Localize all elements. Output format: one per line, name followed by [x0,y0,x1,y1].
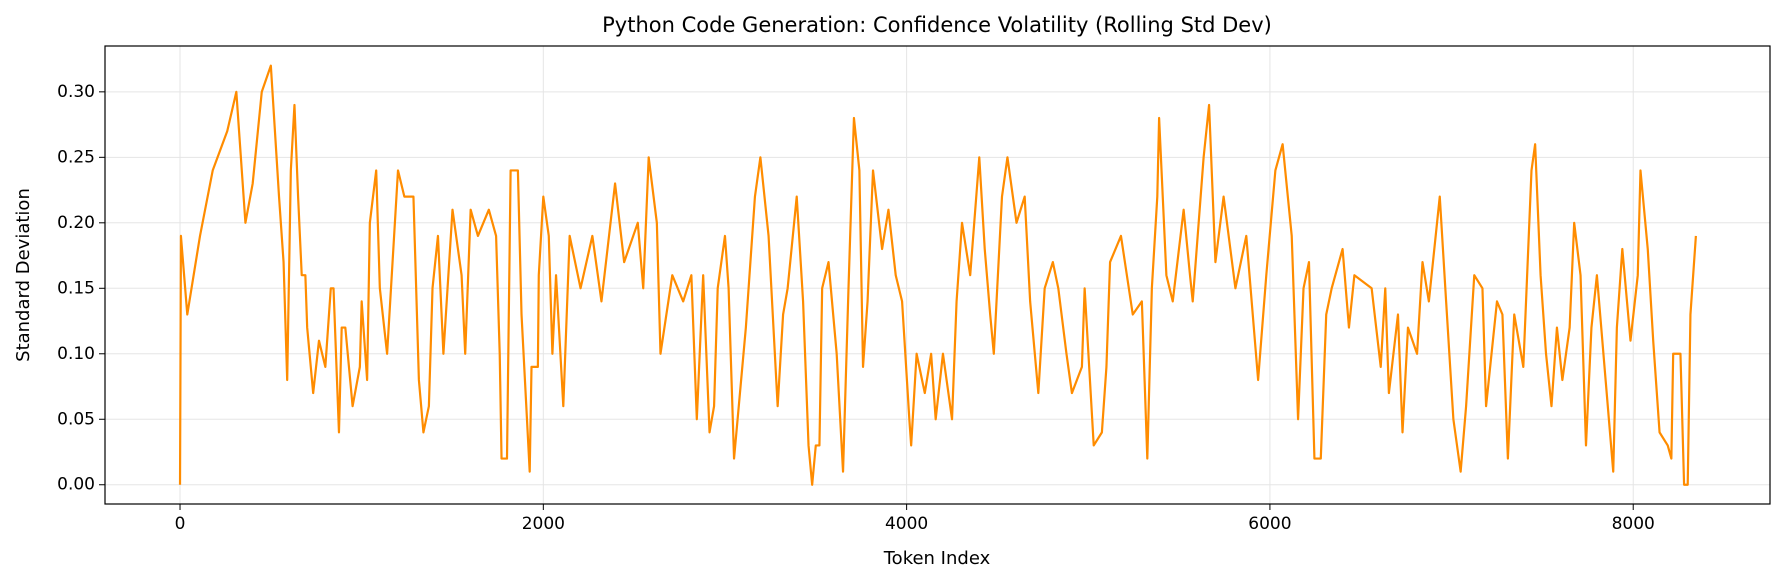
y-axis-label: Standard Deviation [13,188,34,362]
y-tick-label: 0.10 [57,344,95,364]
y-tick-label: 0.20 [57,213,95,233]
chart-title: Python Code Generation: Confidence Volat… [602,13,1272,37]
x-tick-label: 2000 [522,514,565,534]
y-tick-label: 0.30 [57,82,95,102]
plot-frame [104,45,1771,505]
y-tick-label: 0.00 [57,475,95,495]
x-tick-label: 8000 [1612,514,1655,534]
y-tick-label: 0.05 [57,409,95,429]
y-tick-label: 0.25 [57,147,95,167]
y-tick-label: 0.15 [57,278,95,298]
x-axis-label: Token Index [883,548,991,569]
x-tick-label: 6000 [1248,514,1291,534]
line-series [178,64,1697,486]
x-tick-label: 0 [175,514,186,534]
x-tick-label: 4000 [885,514,928,534]
